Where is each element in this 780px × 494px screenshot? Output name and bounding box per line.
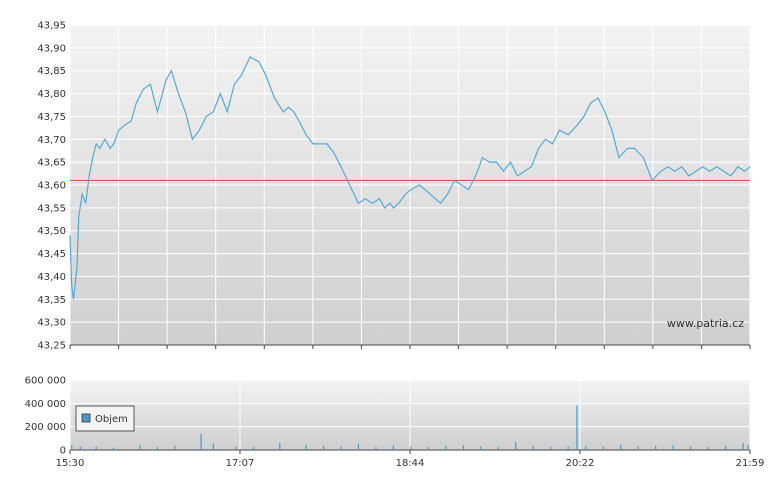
volume-bar	[305, 444, 307, 450]
price-y-tick-label: 43,30	[37, 318, 66, 329]
volume-bar	[567, 446, 569, 450]
price-series-line	[69, 56, 751, 300]
volume-bar	[340, 446, 342, 450]
legend-label: Objem	[95, 414, 128, 425]
volume-bar	[113, 447, 115, 450]
volume-bar	[532, 445, 534, 450]
volume-bar	[156, 447, 159, 450]
watermark: www.patria.cz	[667, 317, 744, 330]
price-y-tick-label: 43,45	[37, 249, 66, 260]
volume-bar	[480, 446, 482, 450]
volume-x-tick-label: 21:59	[736, 458, 765, 469]
volume-y-tick-label: 400 000	[25, 399, 66, 410]
volume-bar	[252, 447, 255, 450]
volume-y-tick-label: 200 000	[25, 422, 66, 433]
volume-bar	[375, 447, 377, 450]
volume-bar	[497, 447, 499, 450]
price-y-tick-label: 43,95	[37, 21, 66, 32]
volume-legend: Objem	[75, 405, 135, 432]
volume-bar	[392, 445, 394, 450]
volume-bar	[620, 444, 622, 450]
price-y-tick-label: 43,65	[37, 158, 66, 169]
volume-bar	[279, 443, 281, 450]
volume-grid	[69, 379, 751, 451]
volume-bar	[576, 405, 578, 450]
price-chart: 43,25 43,30 43,35 43,40 43,45 43,50 43,55 43,60…	[37, 21, 751, 352]
volume-bar	[174, 445, 176, 450]
volume-bar	[95, 446, 97, 450]
price-y-tick-label: 43,90	[37, 43, 66, 54]
volume-bar	[235, 446, 237, 450]
volume-bar	[585, 445, 587, 450]
volume-bar	[71, 445, 73, 450]
volume-bar	[655, 445, 657, 450]
volume-x-tick-label: 17:07	[226, 458, 255, 469]
volume-bar	[322, 445, 325, 450]
volume-bar	[445, 445, 447, 450]
volume-bar	[200, 433, 202, 450]
volume-bar	[139, 444, 141, 450]
legend-swatch	[81, 413, 91, 423]
volume-bar	[212, 443, 214, 450]
volume-bar	[427, 447, 429, 450]
volume-bar	[515, 441, 517, 450]
price-y-tick-label: 43,80	[37, 89, 66, 100]
price-y-tick-label: 43,25	[37, 341, 66, 352]
volume-bars	[71, 405, 749, 450]
price-y-axis: 43,25 43,30 43,35 43,40 43,45 43,50 43,55 43,60…	[37, 21, 66, 352]
volume-y-tick-label: 600 000	[25, 376, 66, 387]
volume-bar	[79, 447, 82, 450]
volume-bar	[462, 445, 464, 450]
volume-bar	[689, 446, 692, 450]
volume-x-tick-label: 15:30	[56, 458, 85, 469]
volume-bar	[707, 447, 709, 450]
price-y-tick-label: 43,85	[37, 66, 66, 77]
price-x-ticks	[69, 345, 751, 349]
volume-chart: 0 200 000 400 000 600 000 15:30 17:07 18:44 20…	[25, 376, 765, 470]
price-y-tick-label: 43,40	[37, 272, 66, 283]
volume-bar	[747, 444, 749, 450]
volume-bar	[550, 447, 552, 450]
volume-x-axis: 15:30 17:07 18:44 20:22 21:59	[56, 450, 765, 469]
price-y-tick-label: 43,60	[37, 181, 66, 192]
price-y-tick-label: 43,55	[37, 203, 66, 214]
volume-bar	[357, 443, 360, 450]
price-grid	[69, 24, 751, 346]
price-y-tick-label: 43,50	[37, 226, 66, 237]
volume-y-axis: 0 200 000 400 000 600 000	[25, 376, 66, 457]
volume-x-tick-label: 18:44	[396, 458, 425, 469]
volume-bar	[724, 445, 727, 450]
volume-bar	[672, 445, 674, 450]
price-y-tick-label: 43,35	[37, 295, 66, 306]
price-y-tick-label: 43,70	[37, 135, 66, 146]
volume-y-tick-label: 0	[60, 446, 66, 457]
volume-bar	[742, 443, 744, 450]
volume-x-tick-label: 20:22	[566, 458, 595, 469]
volume-bar	[602, 446, 604, 450]
price-y-tick-label: 43,75	[37, 112, 66, 123]
volume-bar	[637, 446, 639, 450]
volume-bar	[410, 446, 412, 450]
